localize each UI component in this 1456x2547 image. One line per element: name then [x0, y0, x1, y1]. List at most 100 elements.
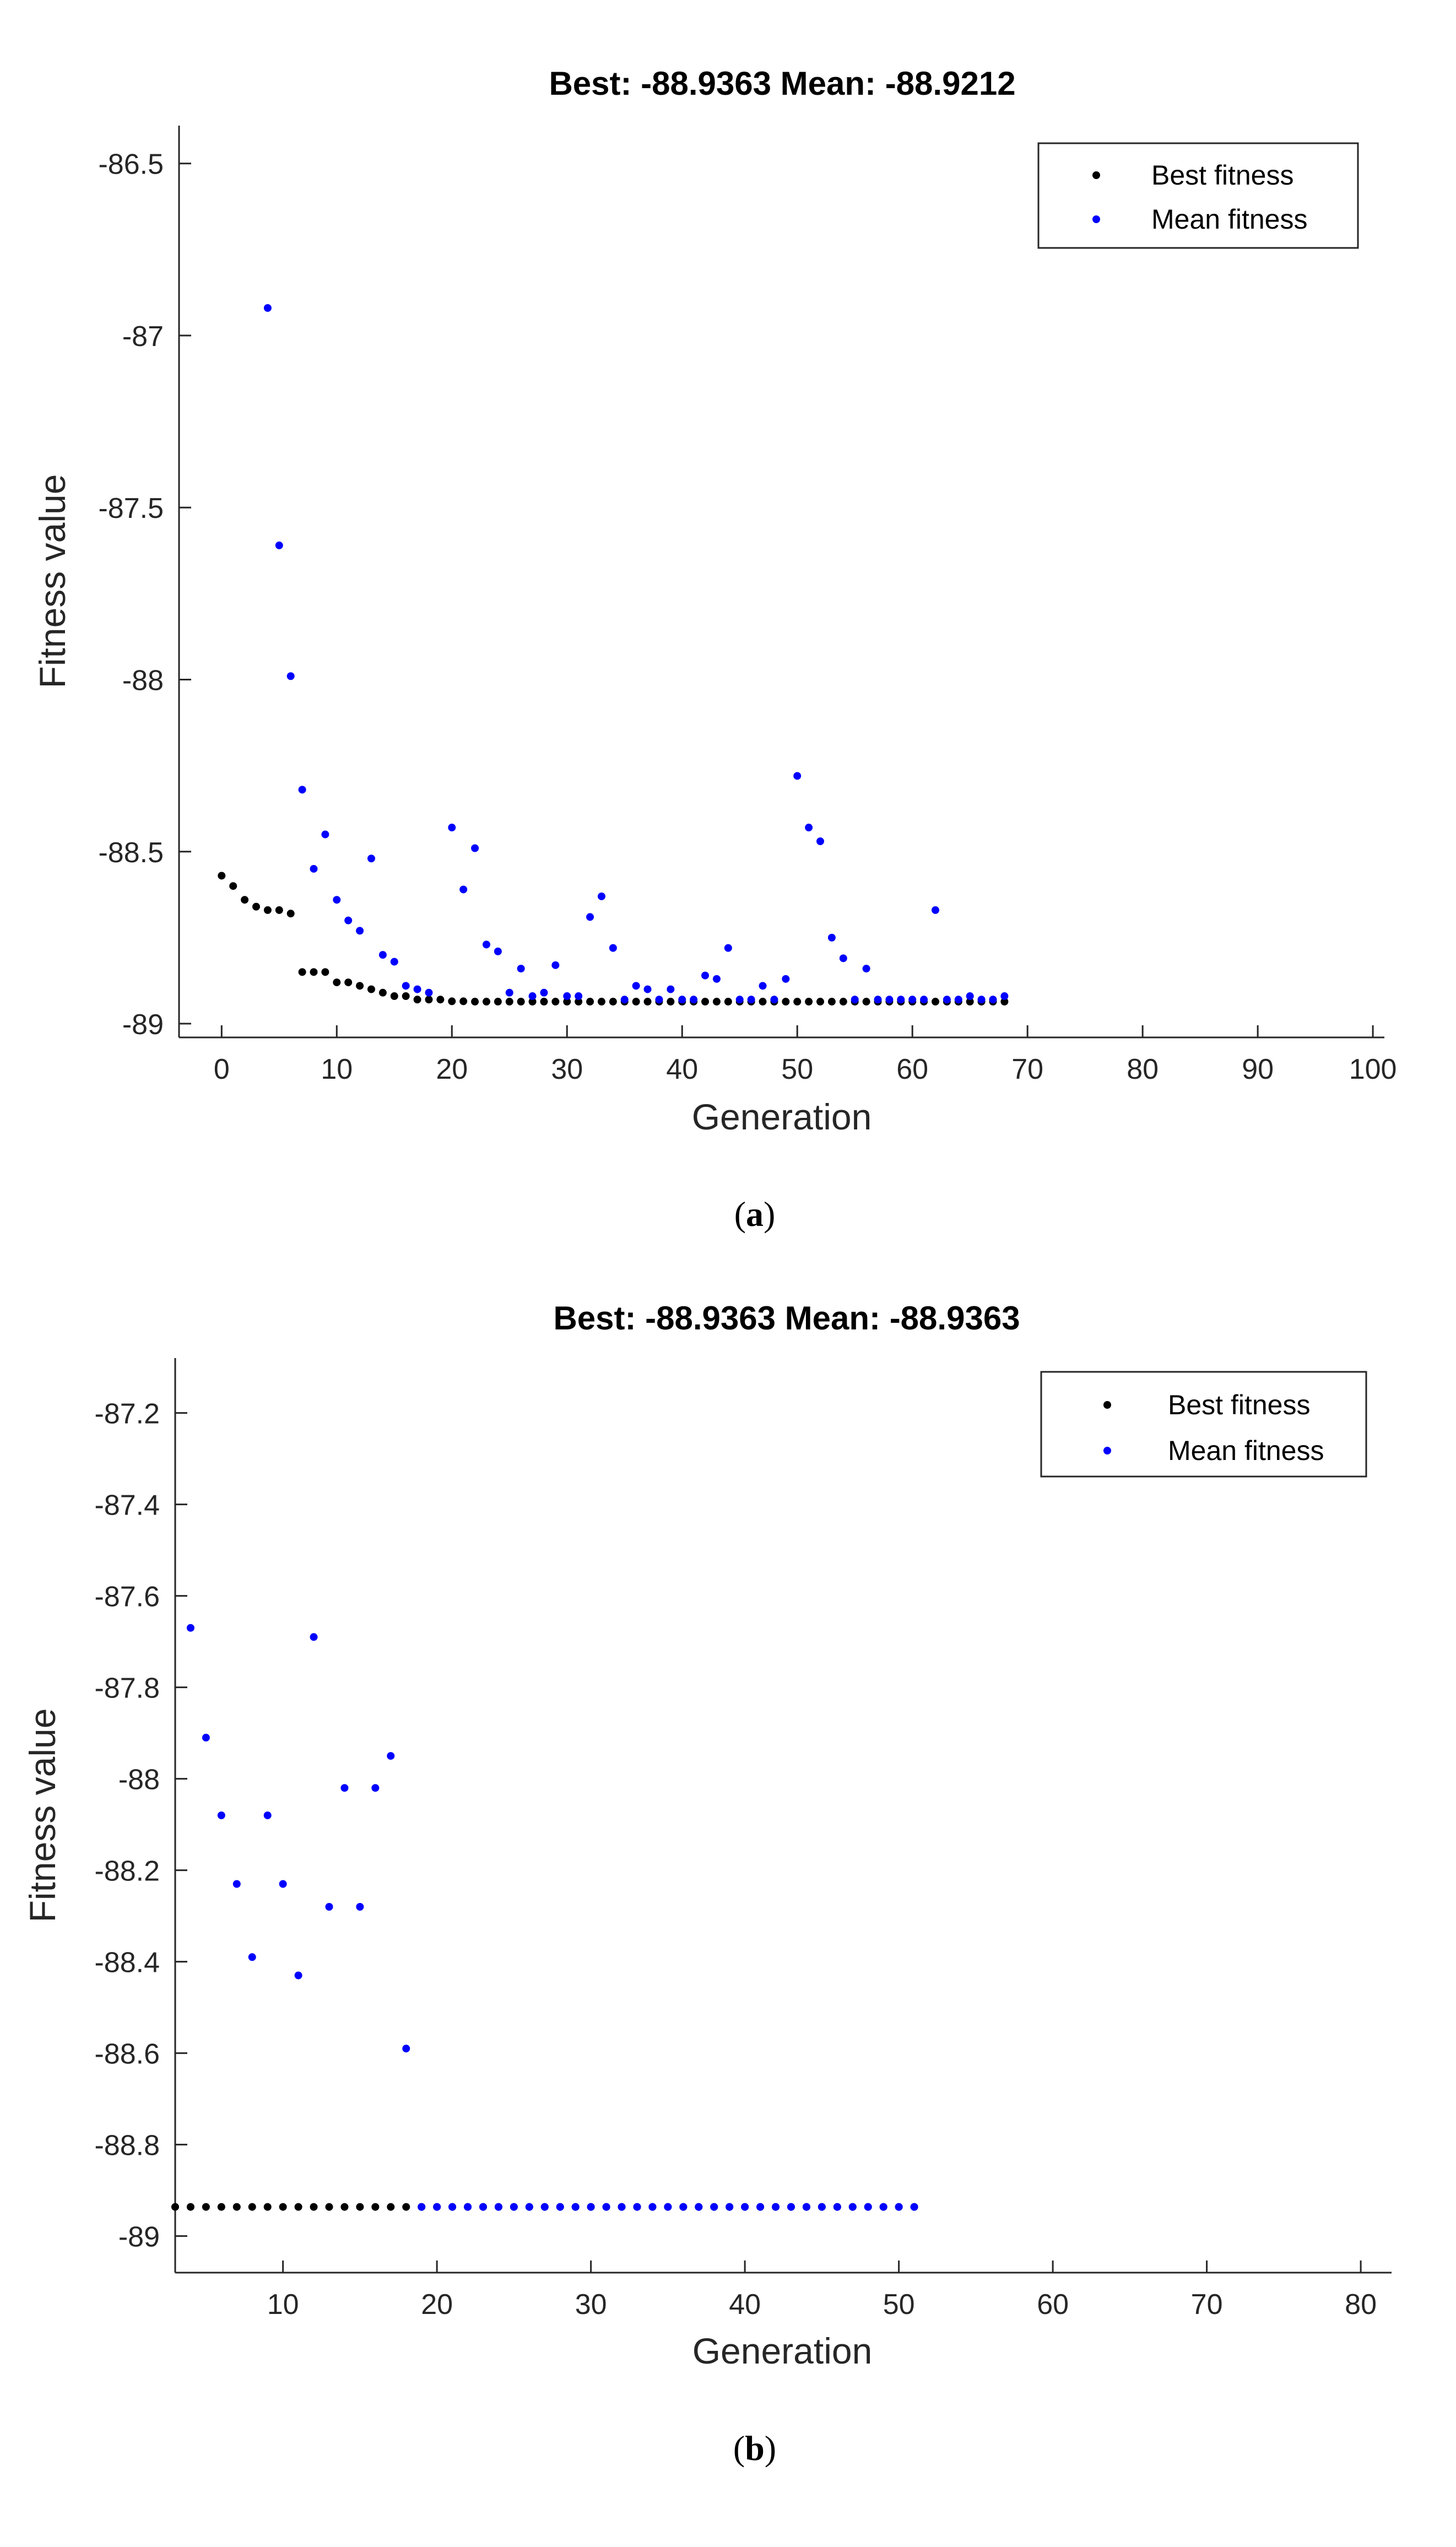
best-fitness-point	[402, 992, 410, 1001]
mean-fitness-point	[402, 2045, 410, 2053]
y-tick-label: -88	[122, 664, 164, 696]
mean-fitness-point	[310, 1633, 318, 1641]
mean-fitness-point	[602, 2203, 610, 2211]
mean-fitness-point	[275, 541, 283, 549]
y-tick-label: -89	[118, 2221, 160, 2253]
best-fitness-point	[275, 906, 283, 914]
mean-fitness-point	[818, 2203, 826, 2211]
mean-fitness-point	[805, 824, 813, 832]
mean-fitness-point	[505, 988, 513, 997]
mean-fitness-point	[827, 933, 836, 942]
best-fitness-point	[279, 2203, 287, 2211]
mean-fitness-point	[695, 2203, 703, 2211]
mean-fitness-point	[387, 1752, 395, 1760]
mean-fitness-point	[248, 1953, 256, 1961]
mean-fitness-point	[643, 985, 652, 993]
mean-fitness-point	[202, 1733, 210, 1742]
legend-marker-mean	[1103, 1447, 1111, 1454]
mean-fitness-point	[977, 996, 986, 1004]
mean-fitness-point	[310, 864, 318, 873]
y-axis-label: Fitness value	[32, 474, 73, 689]
mean-fitness-point	[793, 772, 802, 780]
mean-fitness-point	[232, 1880, 241, 1888]
best-fitness-point	[782, 998, 790, 1006]
mean-fitness-point	[724, 944, 732, 952]
mean-fitness-point	[895, 2203, 903, 2211]
mean-fitness-point	[286, 672, 295, 680]
x-tick-label: 40	[666, 1053, 698, 1085]
mean-fitness-point	[848, 2203, 857, 2211]
mean-fitness-point	[325, 1903, 333, 1911]
best-fitness-point	[378, 988, 387, 997]
mean-fitness-point	[263, 1811, 272, 1819]
mean-fitness-point	[563, 992, 571, 1001]
mean-fitness-point	[908, 996, 917, 1004]
mean-fitness-point	[943, 996, 951, 1004]
best-fitness-point	[248, 2203, 256, 2211]
best-fitness-point	[321, 968, 329, 976]
best-fitness-point	[333, 978, 341, 987]
legend-marker-mean	[1092, 215, 1100, 223]
best-fitness-point	[575, 998, 583, 1006]
y-tick-label: -88.2	[94, 1856, 160, 1888]
x-axis-ticks: 0 10 20 30 40 50 60 70 80 90 100	[214, 1025, 1397, 1085]
best-fitness-point	[402, 2203, 410, 2211]
best-fitness-point	[310, 2203, 318, 2211]
mean-fitness-point	[425, 988, 433, 997]
best-fitness-point	[632, 998, 640, 1006]
y-axis-label: Fitness value	[22, 1708, 63, 1923]
legend: Best fitness Mean fitness	[1037, 142, 1359, 249]
best-fitness-point	[471, 998, 479, 1006]
chart-title: Best: -88.9363 Mean: -88.9212	[549, 65, 1015, 102]
best-fitness-point	[597, 998, 605, 1006]
best-fitness-point	[862, 998, 870, 1006]
chart-panel-b: Best: -88.9363 Mean: -88.9363 -87.2 -87.4…	[22, 1300, 1392, 2371]
best-fitness-point	[413, 996, 421, 1004]
mean-fitness-point	[587, 2203, 595, 2211]
best-fitness-point	[528, 998, 537, 1006]
best-fitness-point	[563, 998, 571, 1006]
mean-fitness-point	[528, 992, 537, 1001]
x-tick-label: 70	[1011, 1053, 1043, 1085]
mean-fitness-point	[966, 992, 974, 1001]
mean-fitness-point	[864, 2203, 872, 2211]
mean-fitness-point	[494, 2203, 502, 2211]
mean-fitness-point	[367, 855, 375, 863]
best-fitness-point	[551, 998, 560, 1006]
y-axis-ticks: -86.5 -87 -87.5 -88 -88.5 -89	[98, 149, 191, 1041]
mean-fitness-point	[833, 2203, 841, 2211]
best-fitness-point	[310, 968, 318, 976]
best-fitness-point	[241, 896, 249, 904]
legend-label-best: Best fitness	[1151, 160, 1293, 191]
mean-fitness-point	[525, 2203, 533, 2211]
mean-fitness-point	[418, 2203, 426, 2211]
mean-fitness-point	[575, 992, 583, 1001]
best-fitness-point	[367, 985, 375, 993]
mean-fitness-point	[759, 982, 767, 990]
best-fitness-point	[712, 998, 721, 1006]
mean-fitness-point	[851, 996, 859, 1004]
mean-fitness-point	[371, 1784, 380, 1792]
y-tick-label: -87	[122, 321, 164, 353]
mean-fitness-point	[609, 944, 617, 952]
best-fitness-point	[217, 2203, 225, 2211]
best-fitness-point	[505, 998, 513, 1006]
x-tick-label: 30	[551, 1053, 583, 1085]
x-tick-label: 10	[267, 2289, 299, 2321]
mean-fitness-point	[802, 2203, 810, 2211]
mean-fitness-point	[931, 906, 939, 914]
mean-fitness-point	[540, 2203, 549, 2211]
mean-fitness-point	[839, 954, 847, 962]
panel-caption-a: (a)	[734, 1194, 776, 1234]
mean-fitness-point	[701, 971, 710, 980]
best-fitness-point	[356, 982, 364, 990]
mean-fitness-point	[433, 2203, 441, 2211]
mean-fitness-point	[618, 2203, 626, 2211]
mean-fitness-point	[897, 996, 905, 1004]
legend-box	[1040, 1371, 1367, 1478]
mean-fitness-point	[378, 951, 387, 959]
best-fitness-point	[643, 998, 652, 1006]
x-tick-label: 20	[421, 2289, 453, 2321]
x-tick-label: 10	[321, 1053, 353, 1085]
x-tick-label: 80	[1127, 1053, 1159, 1085]
